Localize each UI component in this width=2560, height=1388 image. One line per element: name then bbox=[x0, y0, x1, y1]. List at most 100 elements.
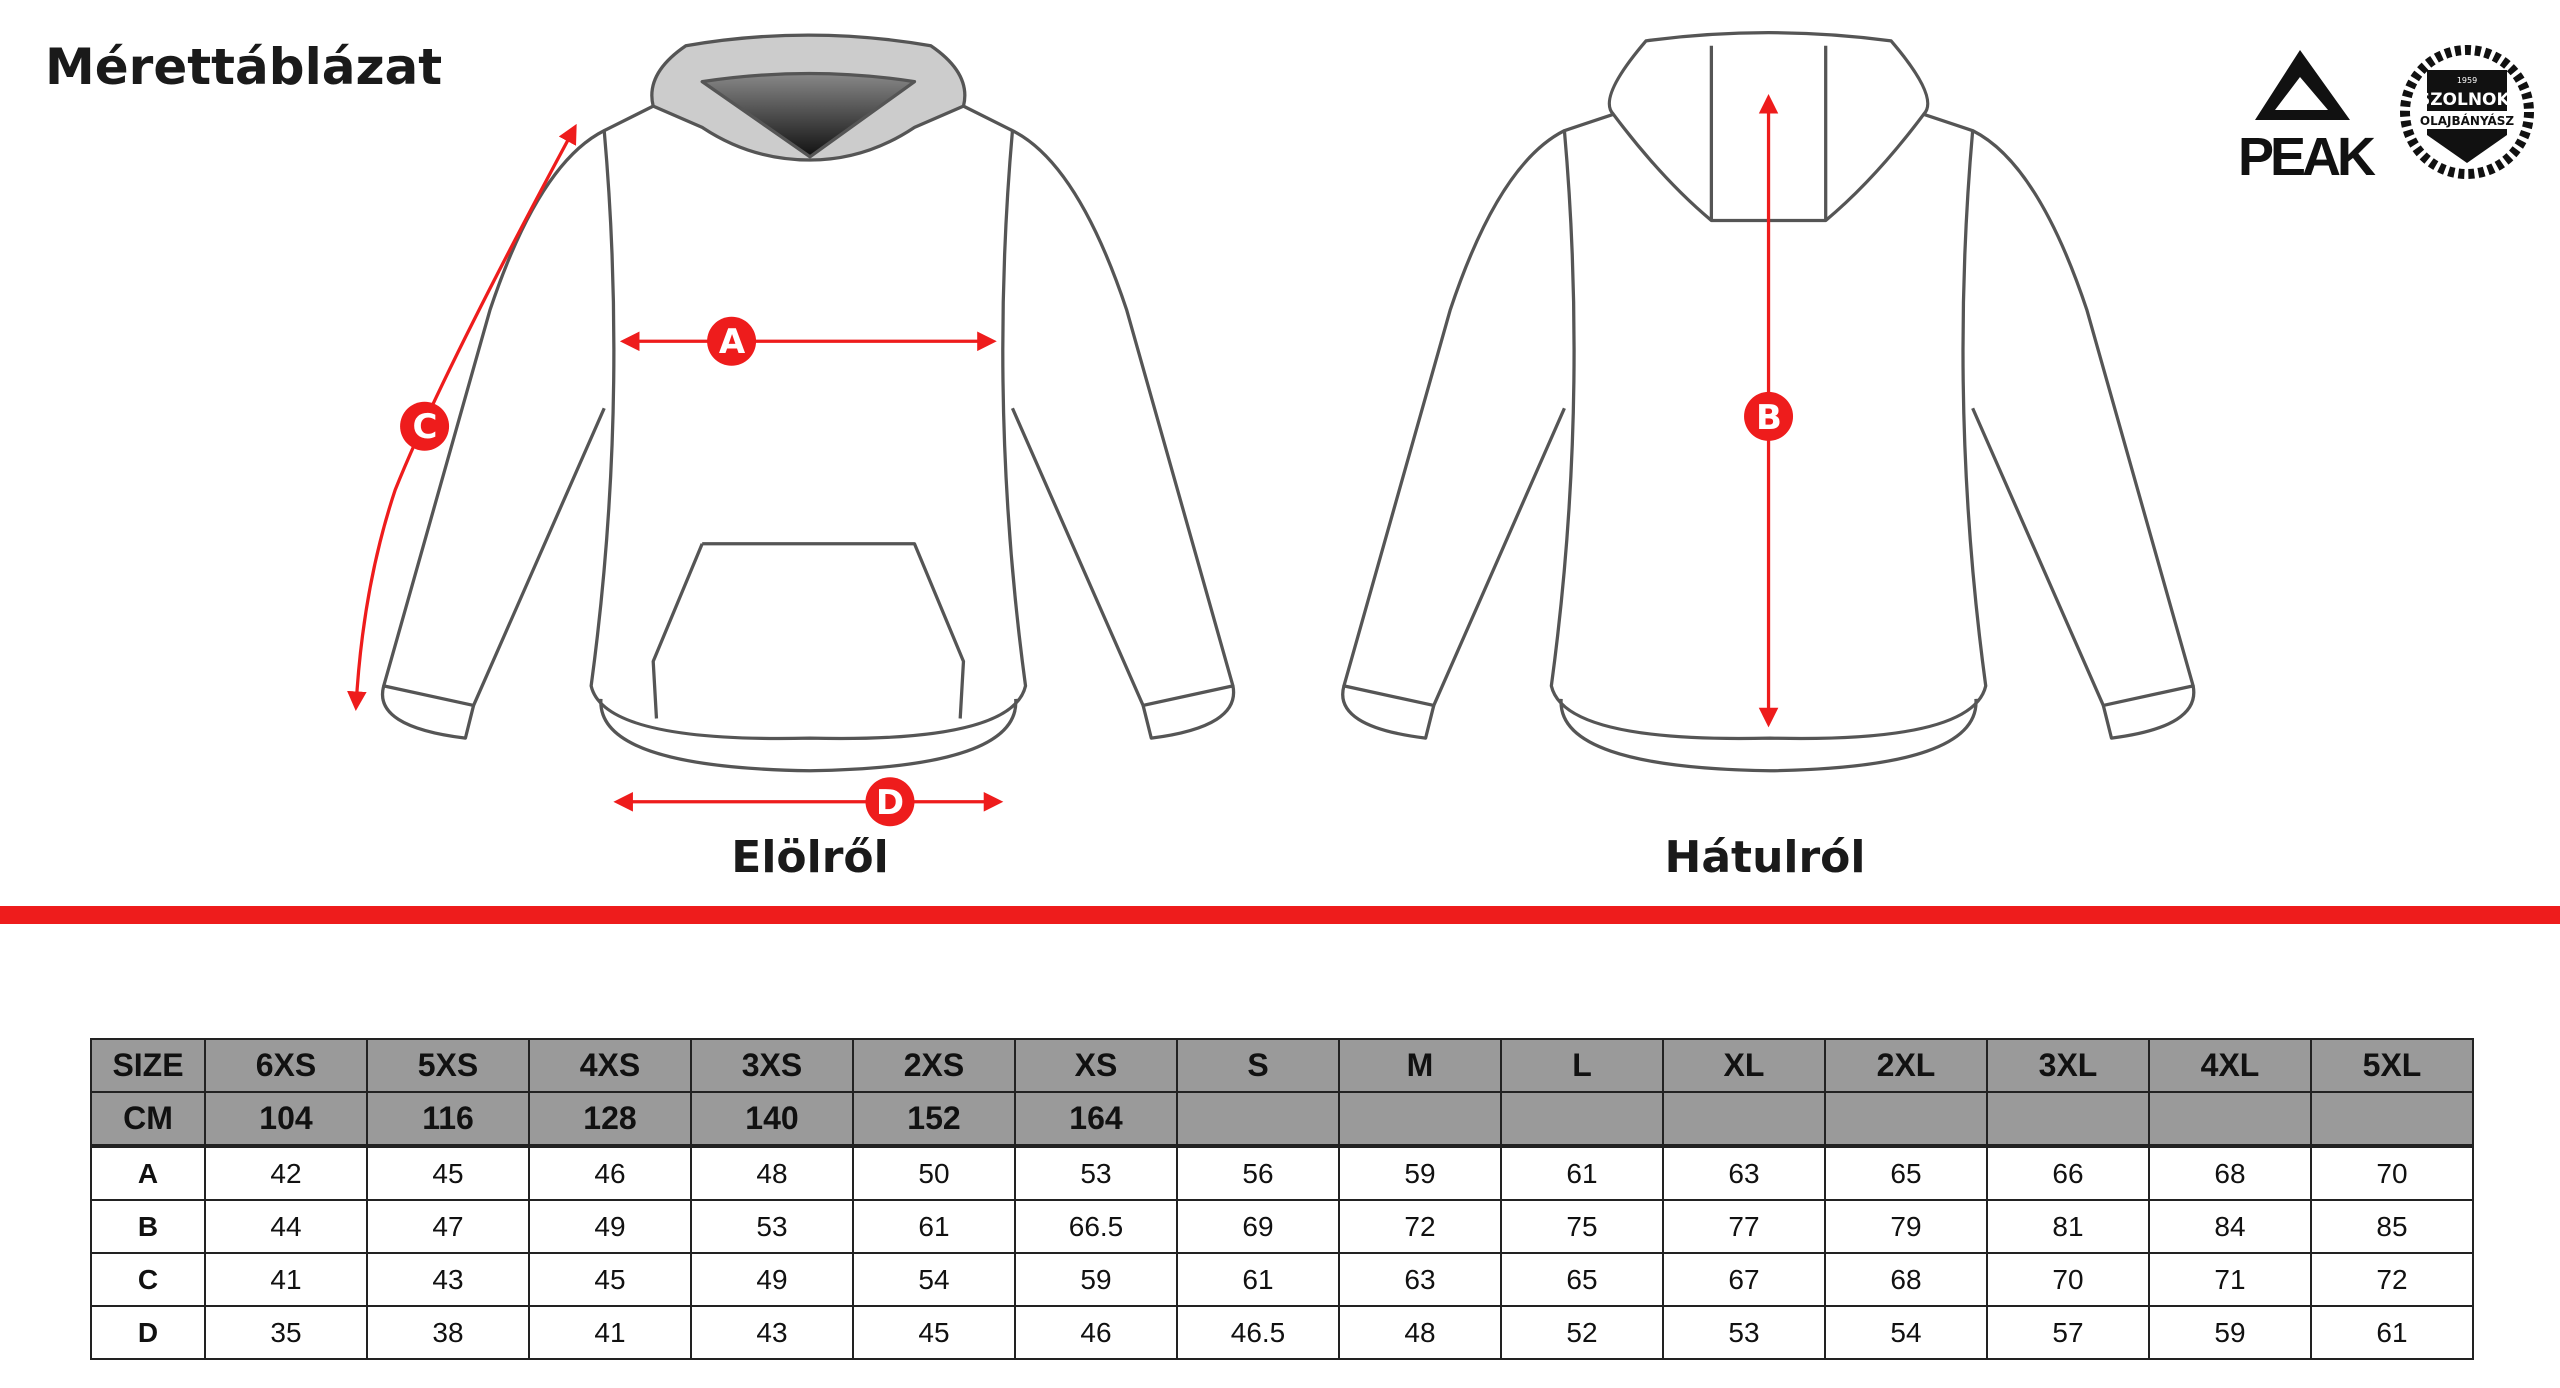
table-cell: 164 bbox=[1014, 1091, 1178, 1148]
page-title: Mérettáblázat bbox=[45, 38, 443, 96]
table-cell: 69 bbox=[1176, 1199, 1340, 1254]
back-caption: Hátulról bbox=[1664, 832, 1866, 883]
table-cell: 57 bbox=[1986, 1305, 2150, 1360]
table-cell: 61 bbox=[852, 1199, 1016, 1254]
table-cell bbox=[1986, 1091, 2150, 1148]
table-cell: 5XL bbox=[2310, 1038, 2474, 1093]
front-caption: Elölről bbox=[731, 832, 889, 883]
table-cell: 52 bbox=[1500, 1305, 1664, 1360]
table-cell: 2XL bbox=[1824, 1038, 1988, 1093]
table-header-row: SIZE 6XS 5XS 4XS 3XS 2XS XS S M L XL 2XL 3XL 4XL 5XL bbox=[90, 1038, 2474, 1093]
table-cell: 75 bbox=[1500, 1199, 1664, 1254]
table-cell: 44 bbox=[204, 1199, 368, 1254]
row-label: SIZE bbox=[90, 1038, 206, 1093]
table-cell: 65 bbox=[1500, 1252, 1664, 1307]
table-cell: 70 bbox=[2310, 1145, 2474, 1201]
marker-a: A bbox=[719, 322, 746, 362]
table-cell bbox=[1662, 1091, 1826, 1148]
table-cell: 152 bbox=[852, 1091, 1016, 1148]
table-cell: M bbox=[1338, 1038, 1502, 1093]
table-cell: 72 bbox=[1338, 1199, 1502, 1254]
marker-b: B bbox=[1756, 398, 1782, 438]
table-cell: 3XL bbox=[1986, 1038, 2150, 1093]
club-logo: 1959 SZOLNOKI OLAJBÁNYÁSZ bbox=[2400, 45, 2534, 179]
table-cell: 41 bbox=[528, 1305, 692, 1360]
table-cell: 43 bbox=[366, 1252, 530, 1307]
table-cell: 6XS bbox=[204, 1038, 368, 1093]
table-cell: 67 bbox=[1662, 1252, 1826, 1307]
table-row: B 44 47 49 53 61 66.5 69 72 75 77 79 81 84 85 bbox=[90, 1199, 2474, 1254]
table-cell: 59 bbox=[1338, 1145, 1502, 1201]
table-cell: 35 bbox=[204, 1305, 368, 1360]
table-cell: 38 bbox=[366, 1305, 530, 1360]
table-cell: 5XS bbox=[366, 1038, 530, 1093]
table-cell: 47 bbox=[366, 1199, 530, 1254]
marker-c: C bbox=[413, 407, 438, 447]
table-cell bbox=[1176, 1091, 1340, 1148]
table-cell: 56 bbox=[1176, 1145, 1340, 1201]
svg-text:OLAJBÁNYÁSZ: OLAJBÁNYÁSZ bbox=[2420, 113, 2515, 128]
table-cell: 4XL bbox=[2148, 1038, 2312, 1093]
table-cell: 116 bbox=[366, 1091, 530, 1148]
table-cell: 50 bbox=[852, 1145, 1016, 1201]
table-cell: 59 bbox=[1014, 1252, 1178, 1307]
table-cell: 68 bbox=[2148, 1145, 2312, 1201]
table-cell: 63 bbox=[1338, 1252, 1502, 1307]
marker-d: D bbox=[876, 783, 904, 823]
table-cell: 43 bbox=[690, 1305, 854, 1360]
row-label: C bbox=[90, 1252, 206, 1307]
table-cell: XL bbox=[1662, 1038, 1826, 1093]
row-label: D bbox=[90, 1305, 206, 1360]
table-cell bbox=[1824, 1091, 1988, 1148]
row-label: CM bbox=[90, 1091, 206, 1148]
table-cell: 2XS bbox=[852, 1038, 1016, 1093]
table-cell: 41 bbox=[204, 1252, 368, 1307]
table-cell: 53 bbox=[1662, 1305, 1826, 1360]
table-cell: 53 bbox=[1014, 1145, 1178, 1201]
table-cell bbox=[2310, 1091, 2474, 1148]
table-cell: 79 bbox=[1824, 1199, 1988, 1254]
table-cell: 45 bbox=[852, 1305, 1016, 1360]
table-cell bbox=[1500, 1091, 1664, 1148]
table-cell: 63 bbox=[1662, 1145, 1826, 1201]
table-cell: 77 bbox=[1662, 1199, 1826, 1254]
table-cell: 65 bbox=[1824, 1145, 1988, 1201]
table-cell: 59 bbox=[2148, 1305, 2312, 1360]
table-cell: 49 bbox=[690, 1252, 854, 1307]
table-row: A 42 45 46 48 50 53 56 59 61 63 65 66 68 70 bbox=[90, 1145, 2474, 1201]
table-cell: 46 bbox=[1014, 1305, 1178, 1360]
table-cell: 54 bbox=[1824, 1305, 1988, 1360]
svg-text:SZOLNOKI: SZOLNOKI bbox=[2418, 90, 2516, 110]
table-cell: 128 bbox=[528, 1091, 692, 1148]
table-cell: 104 bbox=[204, 1091, 368, 1148]
table-cell: 81 bbox=[1986, 1199, 2150, 1254]
logos: PEAK 1959 SZOLNOKI OLAJBÁNYÁSZ bbox=[2230, 45, 2535, 180]
table-cell: 45 bbox=[528, 1252, 692, 1307]
table-cell: 68 bbox=[1824, 1252, 1988, 1307]
row-label: B bbox=[90, 1199, 206, 1254]
table-cell: 45 bbox=[366, 1145, 530, 1201]
table-cell: S bbox=[1176, 1038, 1340, 1093]
table-cell: 46.5 bbox=[1176, 1305, 1340, 1360]
table-cell: 84 bbox=[2148, 1199, 2312, 1254]
table-cell: 53 bbox=[690, 1199, 854, 1254]
table-cell: 61 bbox=[1176, 1252, 1340, 1307]
table-cell: 48 bbox=[1338, 1305, 1502, 1360]
hoodie-diagrams: A D B C bbox=[347, 31, 2196, 827]
table-cell: 54 bbox=[852, 1252, 1016, 1307]
table-cell: 61 bbox=[2310, 1305, 2474, 1360]
table-cell: 71 bbox=[2148, 1252, 2312, 1307]
table-cell: 66.5 bbox=[1014, 1199, 1178, 1254]
svg-text:1959: 1959 bbox=[2457, 76, 2477, 85]
table-cell: 66 bbox=[1986, 1145, 2150, 1201]
table-cell bbox=[1338, 1091, 1502, 1148]
table-cell: 42 bbox=[204, 1145, 368, 1201]
table-cell: L bbox=[1500, 1038, 1664, 1093]
table-cell: 48 bbox=[690, 1145, 854, 1201]
table-cell: 140 bbox=[690, 1091, 854, 1148]
table-cell: XS bbox=[1014, 1038, 1178, 1093]
table-cell: 3XS bbox=[690, 1038, 854, 1093]
arrow-c bbox=[347, 123, 577, 712]
table-row: D 35 38 41 43 45 46 46.5 48 52 53 54 57 59 61 bbox=[90, 1305, 2474, 1360]
row-label: A bbox=[90, 1145, 206, 1201]
